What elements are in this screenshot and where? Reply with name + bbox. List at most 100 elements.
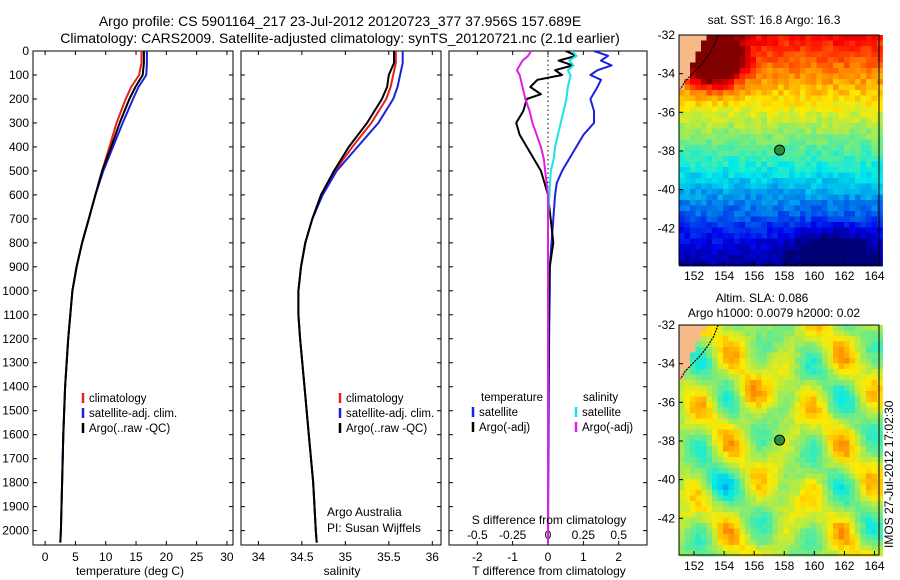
map-cell (827, 200, 834, 206)
map-cell (789, 167, 795, 173)
map-cell (761, 446, 768, 452)
map-frame (678, 324, 880, 556)
map-cell (772, 35, 779, 41)
map-cell (871, 227, 878, 234)
map-cell (783, 435, 790, 441)
map-cell (800, 341, 806, 348)
map-cell (877, 156, 883, 162)
map-cell (706, 46, 713, 52)
map-cell (679, 495, 685, 502)
map-cell (855, 112, 861, 118)
map-cell (695, 457, 702, 463)
map-cell (767, 413, 773, 419)
map-cell (871, 238, 878, 245)
map-cell (871, 216, 878, 223)
map-cell (811, 35, 817, 41)
map-cell (778, 95, 784, 102)
map-cell (745, 244, 751, 250)
map-cell (871, 341, 878, 348)
map-cell (684, 358, 691, 364)
map-cell (789, 468, 795, 474)
map-cell (701, 523, 707, 529)
map-cell (789, 128, 795, 135)
map-cell (800, 380, 806, 386)
map-cell (838, 106, 845, 113)
map-cell (871, 150, 878, 157)
map-cell (844, 161, 850, 168)
map-cell (816, 440, 823, 447)
map-cell (728, 106, 735, 113)
x-tick-label: 15 (129, 550, 143, 564)
map-cell (701, 528, 707, 535)
map-cell (761, 189, 768, 195)
map-cell (816, 194, 823, 201)
map-cell (877, 238, 883, 245)
map-cell (756, 517, 762, 524)
map-cell (844, 545, 850, 551)
map-cell (794, 233, 801, 239)
map-cell (750, 211, 757, 217)
map-cell (822, 249, 828, 256)
map-cell (684, 550, 691, 557)
map-cell (811, 238, 817, 245)
map-cell (866, 468, 872, 474)
map-cell (849, 68, 856, 74)
map-cell (822, 495, 828, 502)
map-cell (756, 139, 762, 146)
map-cell (739, 512, 746, 518)
map-cell (679, 211, 685, 217)
map-cell (833, 517, 839, 524)
map-cell (701, 73, 707, 80)
map-cell (739, 330, 746, 337)
map-cell (866, 216, 872, 223)
map-cell (728, 222, 735, 228)
map-cell (767, 336, 773, 342)
map-cell (767, 90, 773, 96)
map-cell (706, 534, 713, 540)
map-cell (684, 84, 691, 91)
map-cell (739, 238, 746, 245)
map-cell (734, 512, 740, 518)
map-cell (684, 501, 691, 507)
map-cell (679, 134, 685, 140)
map-cell (717, 112, 724, 118)
map-cell (822, 260, 828, 267)
map-cell (844, 139, 850, 146)
map-cell (800, 68, 806, 74)
map-cell (750, 407, 757, 414)
map-cell (855, 380, 861, 386)
map-cell (871, 462, 878, 469)
map-cell (855, 68, 861, 74)
map-cell (827, 413, 834, 419)
map-cell (844, 457, 850, 463)
map-cell (745, 183, 751, 190)
map-cell (789, 95, 795, 102)
map-cell (805, 446, 812, 452)
map-cell (717, 446, 724, 452)
legend-entry: Argo(..raw -QC) (89, 423, 170, 435)
map-cell (844, 413, 850, 419)
map-cell (811, 95, 817, 102)
map-cell (822, 484, 828, 491)
map-cell (745, 479, 751, 485)
map-cell (756, 178, 762, 184)
map-cell (728, 178, 735, 184)
map-cell (849, 534, 856, 540)
map-cell (745, 40, 751, 47)
map-cell (761, 255, 768, 261)
y-tick-label: -38 (658, 434, 676, 448)
map-cell (756, 413, 762, 419)
map-cell (794, 79, 801, 85)
map-cell (811, 473, 817, 480)
map-cell (739, 534, 746, 540)
map-cell (789, 347, 795, 353)
map-cell (690, 183, 696, 190)
map-cell (750, 222, 757, 228)
map-cell (822, 517, 828, 524)
map-cell (855, 352, 861, 359)
map-cell (877, 468, 883, 474)
map-cell (800, 517, 806, 524)
map-cell (811, 73, 817, 80)
map-cell (871, 95, 878, 102)
map-cell (827, 363, 834, 370)
